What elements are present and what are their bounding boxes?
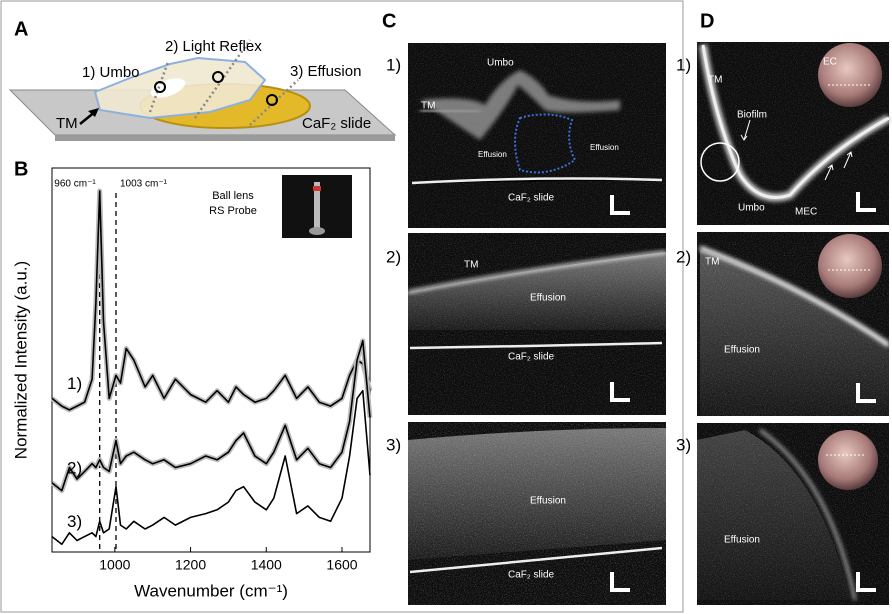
image-label: TM [705,257,719,268]
label: 2) Light Reflex [165,38,262,55]
x-tick-label: 1400 [251,557,282,573]
x-tick-label: 1200 [175,557,206,573]
frame [0,0,684,613]
label: 1) Umbo [82,64,140,81]
image-label: MEC [795,207,817,218]
panel-label: B [14,158,28,180]
series-label: 2) [67,458,82,477]
image-label: Effusion [724,345,760,356]
image-label: Effusion [530,293,566,304]
annotation: 1003 cm⁻¹ [120,179,168,190]
spectrum-line [51,340,371,492]
image-label: Effusion [530,496,566,507]
x-axis-label: Wavenumber (cm⁻¹) [134,581,288,600]
row-label: 1) [386,55,401,74]
spectrum-band [50,338,373,494]
oct-images [407,42,891,605]
image-label: Effusion [724,535,760,546]
schematic [8,39,397,141]
panel-label: D [700,10,714,32]
image-label: EC [823,57,837,68]
label: TM [56,115,78,132]
image-label: Effusion [478,150,507,159]
probe-photo [282,175,352,238]
row-label: 2) [386,247,401,266]
row-label: 2) [676,247,691,266]
row-label: 1) [676,55,691,74]
row-label: 3) [386,435,401,454]
image-label: CaF₂ slide [508,193,555,204]
label: 3) Effusion [290,63,361,80]
image-label: CaF₂ slide [508,570,555,581]
image-label: Umbo [738,203,765,214]
row-label: 3) [676,435,691,454]
image-label: Umbo [487,58,514,69]
x-tick-label: 1000 [99,557,130,573]
label: CaF₂ slide [302,115,371,132]
image-label: TM [708,75,722,86]
series-label: 1) [67,374,82,393]
spectrum-line [51,190,371,411]
annotation: 960 cm⁻¹ [54,179,96,190]
x-tick-label: 1600 [326,557,357,573]
y-axis-label: Normalized Intensity (a.u.) [11,261,30,459]
inset-label: Ball lens [212,190,254,202]
inset-label: RS Probe [209,205,257,217]
panel-label: C [382,10,396,32]
panel-label: A [14,18,28,40]
image-label: CaF₂ slide [508,352,555,363]
image-label: TM [464,260,478,271]
spectrum-line [51,389,371,546]
plot-frame [51,167,371,553]
image-label: Biofilm [737,110,767,121]
image-label: Effusion [590,143,619,152]
image-label: TM [421,101,435,112]
series-label: 3) [67,512,82,531]
